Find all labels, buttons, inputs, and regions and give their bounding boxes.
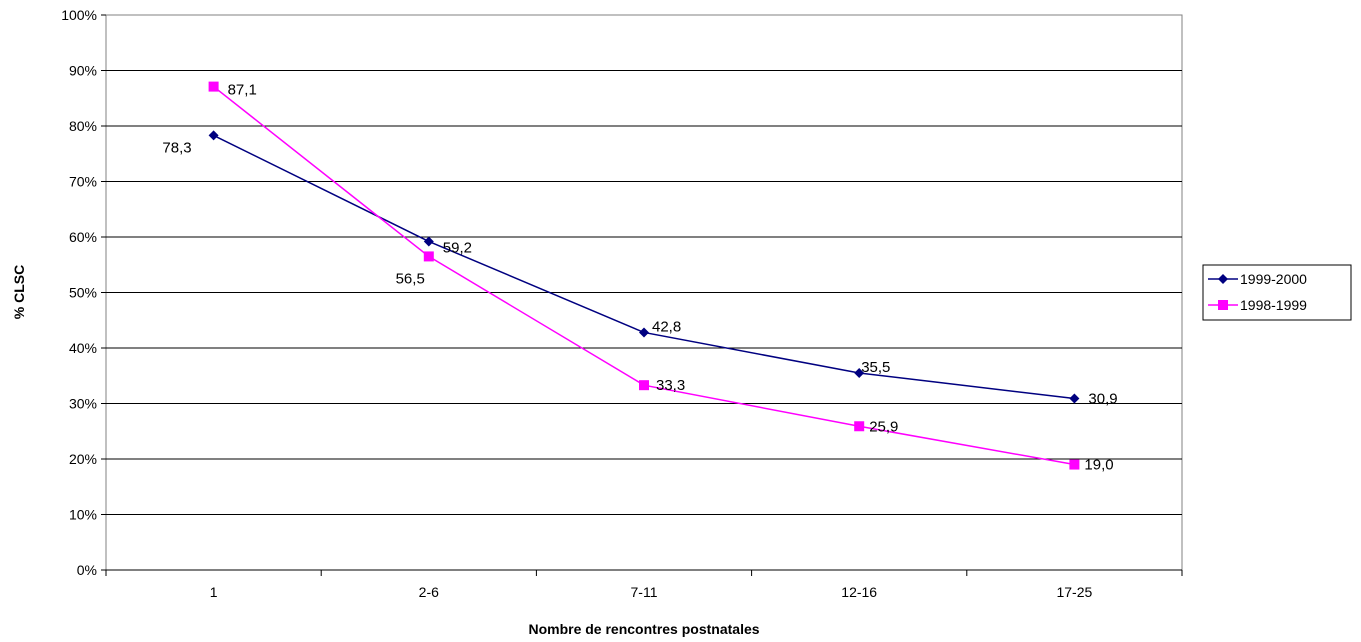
series-lines xyxy=(208,81,1080,470)
y-axis-title: % CLSC xyxy=(11,265,27,319)
x-tick-label: 17-25 xyxy=(1056,584,1092,600)
data-label: 30,9 xyxy=(1088,391,1117,408)
y-tick-label: 90% xyxy=(69,63,97,79)
y-tick-label: 100% xyxy=(61,7,97,23)
data-point xyxy=(1069,459,1080,470)
data-label: 56,5 xyxy=(396,270,425,287)
legend: 1999-2000 1998-1999 xyxy=(1202,264,1352,321)
y-tick-label: 40% xyxy=(69,340,97,356)
x-tick-label: 12-16 xyxy=(841,584,877,600)
data-label: 25,9 xyxy=(869,418,898,435)
data-point xyxy=(639,380,649,391)
data-label: 33,3 xyxy=(656,377,685,394)
data-point xyxy=(854,421,865,432)
legend-label-1998-1999: 1998-1999 xyxy=(1240,297,1307,313)
x-axis-title: Nombre de rencontres postnatales xyxy=(528,621,759,637)
data-point xyxy=(208,130,219,141)
legend-marker-1998-1999 xyxy=(1218,300,1228,310)
legend-box xyxy=(1202,264,1352,321)
x-axis-tick-labels: 1 2-6 7-11 12-16 17-25 xyxy=(210,584,1093,600)
x-tick-label: 7-11 xyxy=(631,584,658,600)
data-point xyxy=(1069,393,1080,404)
data-point xyxy=(423,251,434,262)
y-tick-label: 60% xyxy=(69,229,97,245)
data-point xyxy=(423,236,434,247)
y-tick-label: 0% xyxy=(77,562,97,578)
legend-marker-1999-2000 xyxy=(1218,274,1228,284)
data-labels: 78,3 59,2 42,8 35,5 30,9 87,1 56,5 33,3 25,9 19,0 xyxy=(162,82,1117,474)
x-tick-label: 1 xyxy=(210,584,218,600)
y-tick-label: 70% xyxy=(69,174,97,190)
y-tick-label: 30% xyxy=(69,396,97,412)
y-tick-label: 80% xyxy=(69,118,97,134)
data-point xyxy=(639,327,649,338)
y-tick-label: 50% xyxy=(69,285,97,301)
y-tick-label: 20% xyxy=(69,451,97,467)
legend-label-1999-2000: 1999-2000 xyxy=(1240,271,1307,287)
data-point xyxy=(854,367,865,378)
gridlines xyxy=(101,14,1183,576)
data-label: 78,3 xyxy=(162,139,191,156)
x-tick-label: 2-6 xyxy=(419,584,439,600)
data-label: 87,1 xyxy=(228,82,257,99)
y-tick-label: 10% xyxy=(69,507,97,523)
data-label: 42,8 xyxy=(652,318,681,335)
y-axis-tick-labels: 0% 10% 20% 30% 40% 50% 60% 70% 80% 90% 100% xyxy=(61,7,97,578)
data-label: 35,5 xyxy=(861,359,890,376)
data-label: 59,2 xyxy=(443,239,472,256)
data-label: 19,0 xyxy=(1084,457,1113,474)
data-point xyxy=(208,81,219,92)
